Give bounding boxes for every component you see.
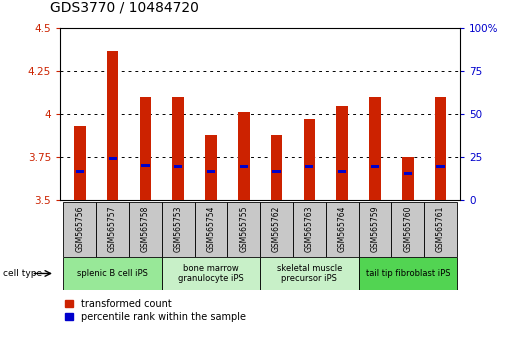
Bar — [424, 202, 457, 257]
Bar — [304, 119, 315, 200]
Text: GSM565753: GSM565753 — [174, 206, 183, 252]
Bar — [205, 135, 217, 200]
Legend: transformed count, percentile rank within the sample: transformed count, percentile rank withi… — [65, 299, 246, 321]
Bar — [402, 157, 414, 200]
Bar — [271, 135, 282, 200]
Bar — [76, 170, 84, 173]
Bar — [359, 257, 457, 290]
Text: GSM565762: GSM565762 — [272, 206, 281, 252]
Bar — [369, 97, 381, 200]
Bar — [326, 202, 359, 257]
Bar — [293, 202, 326, 257]
Text: splenic B cell iPS: splenic B cell iPS — [77, 269, 148, 278]
Bar — [228, 202, 260, 257]
Text: bone marrow
granulocyte iPS: bone marrow granulocyte iPS — [178, 264, 244, 283]
Text: GSM565758: GSM565758 — [141, 206, 150, 252]
Bar — [359, 202, 391, 257]
Bar — [404, 172, 412, 175]
Bar — [272, 170, 281, 173]
Bar — [240, 165, 248, 168]
Bar — [63, 257, 162, 290]
Text: GSM565756: GSM565756 — [75, 206, 84, 252]
Text: GSM565754: GSM565754 — [207, 206, 215, 252]
Bar — [391, 202, 424, 257]
Bar — [338, 170, 346, 173]
Text: GDS3770 / 10484720: GDS3770 / 10484720 — [50, 0, 199, 14]
Bar — [435, 97, 446, 200]
Bar — [141, 164, 150, 167]
Bar — [63, 202, 96, 257]
Bar — [207, 170, 215, 173]
Bar — [238, 113, 249, 200]
Bar — [162, 257, 260, 290]
Text: GSM565759: GSM565759 — [370, 206, 380, 252]
Bar — [74, 126, 86, 200]
Text: tail tip fibroblast iPS: tail tip fibroblast iPS — [366, 269, 450, 278]
Bar — [260, 257, 359, 290]
Bar — [107, 51, 118, 200]
Bar — [195, 202, 228, 257]
Bar — [96, 202, 129, 257]
Bar — [260, 202, 293, 257]
Bar — [336, 105, 348, 200]
Bar — [174, 165, 183, 168]
Text: cell type: cell type — [3, 269, 42, 278]
Text: GSM565760: GSM565760 — [403, 206, 412, 252]
Bar — [305, 165, 313, 168]
Text: GSM565763: GSM565763 — [305, 206, 314, 252]
Bar — [371, 165, 379, 168]
Text: GSM565757: GSM565757 — [108, 206, 117, 252]
Bar — [108, 157, 117, 160]
Bar — [173, 97, 184, 200]
Text: GSM565761: GSM565761 — [436, 206, 445, 252]
Bar — [162, 202, 195, 257]
Bar — [129, 202, 162, 257]
Text: skeletal muscle
precursor iPS: skeletal muscle precursor iPS — [277, 264, 342, 283]
Bar — [437, 165, 445, 168]
Text: GSM565755: GSM565755 — [240, 206, 248, 252]
Text: GSM565764: GSM565764 — [338, 206, 347, 252]
Bar — [140, 97, 151, 200]
